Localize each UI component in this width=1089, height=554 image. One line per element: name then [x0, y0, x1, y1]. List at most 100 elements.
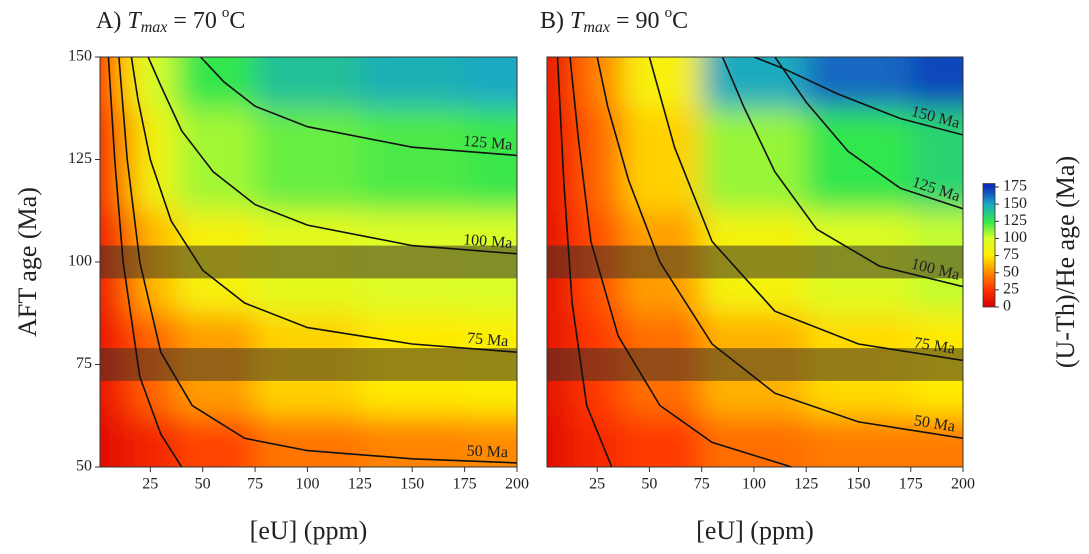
aft-band [547, 245, 963, 279]
title-symbol: T [570, 8, 585, 34]
heat-cell [806, 57, 912, 109]
title-subscript: max [583, 19, 610, 36]
x-tick-label: 150 [400, 476, 424, 493]
contour-label: 100 Ma [463, 231, 514, 252]
contour-line [118, 57, 517, 464]
title-label: B) [540, 8, 564, 34]
heat-cell [100, 108, 120, 212]
contour-line [569, 57, 792, 467]
heat-cell [464, 415, 517, 467]
x-tick-label: 50 [195, 476, 211, 493]
title-value: = 90 [616, 8, 660, 34]
x-tick-label: 200 [505, 476, 529, 493]
heat-cell [139, 108, 177, 212]
contour-label: 50 Ma [913, 412, 956, 435]
contour-label: 125 Ma [463, 133, 514, 154]
heat-cell [255, 108, 361, 212]
panel-title: B) Tmax = 90 oC [540, 5, 688, 35]
contour-line [130, 57, 517, 353]
heat-cell [255, 57, 361, 109]
heatmap [547, 57, 963, 467]
colorbar-tick-label: 100 [1003, 229, 1027, 246]
title-value: = 70 [173, 8, 217, 34]
y-tick-label: 100 [68, 253, 92, 270]
x-tick-label: 100 [295, 476, 319, 493]
colorbar-tick-label: 50 [1003, 263, 1019, 280]
heat-cell [547, 57, 567, 109]
contour-line [774, 57, 963, 210]
heat-cell [701, 57, 807, 109]
x-tick-label: 150 [846, 476, 870, 493]
heat-cell [255, 415, 361, 467]
x-tick-label: 125 [348, 476, 372, 493]
contour-line [147, 57, 517, 255]
y-tick-label: 125 [68, 150, 92, 167]
heat-cell [565, 108, 588, 212]
y-tick-label: 150 [68, 48, 92, 65]
heat-cell [100, 415, 120, 467]
x-tick-label: 125 [794, 476, 818, 493]
colorbar-tick-label: 125 [1003, 212, 1027, 229]
heat-cell [623, 57, 703, 109]
title-unit: C [229, 8, 245, 34]
colorbar-tick-label: 175 [1003, 178, 1027, 195]
heat-cell [565, 415, 588, 467]
contours [556, 57, 963, 467]
title-unit: C [672, 8, 688, 34]
contour-label: 75 Ma [467, 330, 510, 350]
colorbar-tick-label: 150 [1003, 195, 1027, 212]
heat-cell [806, 415, 912, 467]
x-tick-label: 175 [453, 476, 477, 493]
x-tick-label: 50 [641, 476, 657, 493]
heat-cell [139, 57, 177, 109]
heat-cell [359, 415, 466, 467]
contour-label: 50 Ma [466, 443, 508, 462]
colorbar-tick-label: 0 [1003, 298, 1011, 315]
heat-cell [118, 108, 141, 212]
heat-cell [359, 57, 466, 109]
aft-band [100, 245, 517, 279]
y-tick-label: 50 [76, 458, 92, 475]
title-degree: o [222, 5, 230, 21]
heat-cell [623, 108, 703, 212]
heat-cell [176, 415, 256, 467]
heat-cell [910, 415, 963, 467]
heat-cell [586, 57, 624, 109]
contours [107, 57, 517, 467]
heat-cell [701, 415, 807, 467]
heat-cell [586, 415, 624, 467]
contour-line [200, 57, 517, 157]
aft-band [100, 348, 517, 381]
heat-cell [464, 57, 517, 109]
contour-line [107, 57, 183, 467]
title-degree: o [665, 5, 673, 21]
heat-cell [910, 57, 963, 109]
title-subscript: max [141, 19, 168, 36]
heat-cell [464, 108, 517, 212]
x-tick-label: 25 [589, 476, 605, 493]
contour-line [648, 57, 963, 362]
contour-label: 75 Ma [913, 334, 956, 357]
contour-line [721, 57, 963, 288]
contour-line [556, 57, 613, 467]
colorbar-title: (U-Th)/He age (Ma) [1051, 156, 1080, 368]
heat-cell [176, 57, 256, 109]
y-axis-title: AFT age (Ma) [13, 187, 42, 337]
x-axis-title: [eU] (ppm) [696, 516, 814, 545]
heat-cell [118, 415, 141, 467]
heat-cell [701, 108, 807, 212]
title-label: A) [96, 8, 121, 34]
title-symbol: T [127, 8, 142, 34]
colorbar-tick-label: 25 [1003, 281, 1019, 298]
x-tick-label: 175 [899, 476, 923, 493]
colorbar [982, 183, 996, 308]
panel-title: A) Tmax = 70 oC [96, 5, 245, 35]
heat-cell [139, 415, 177, 467]
x-tick-label: 25 [142, 476, 158, 493]
y-tick-label: 75 [76, 355, 92, 372]
contour-line [753, 57, 963, 136]
heatmap-field [547, 57, 963, 467]
x-axis-title: [eU] (ppm) [250, 516, 368, 545]
plot-frame [546, 56, 964, 468]
